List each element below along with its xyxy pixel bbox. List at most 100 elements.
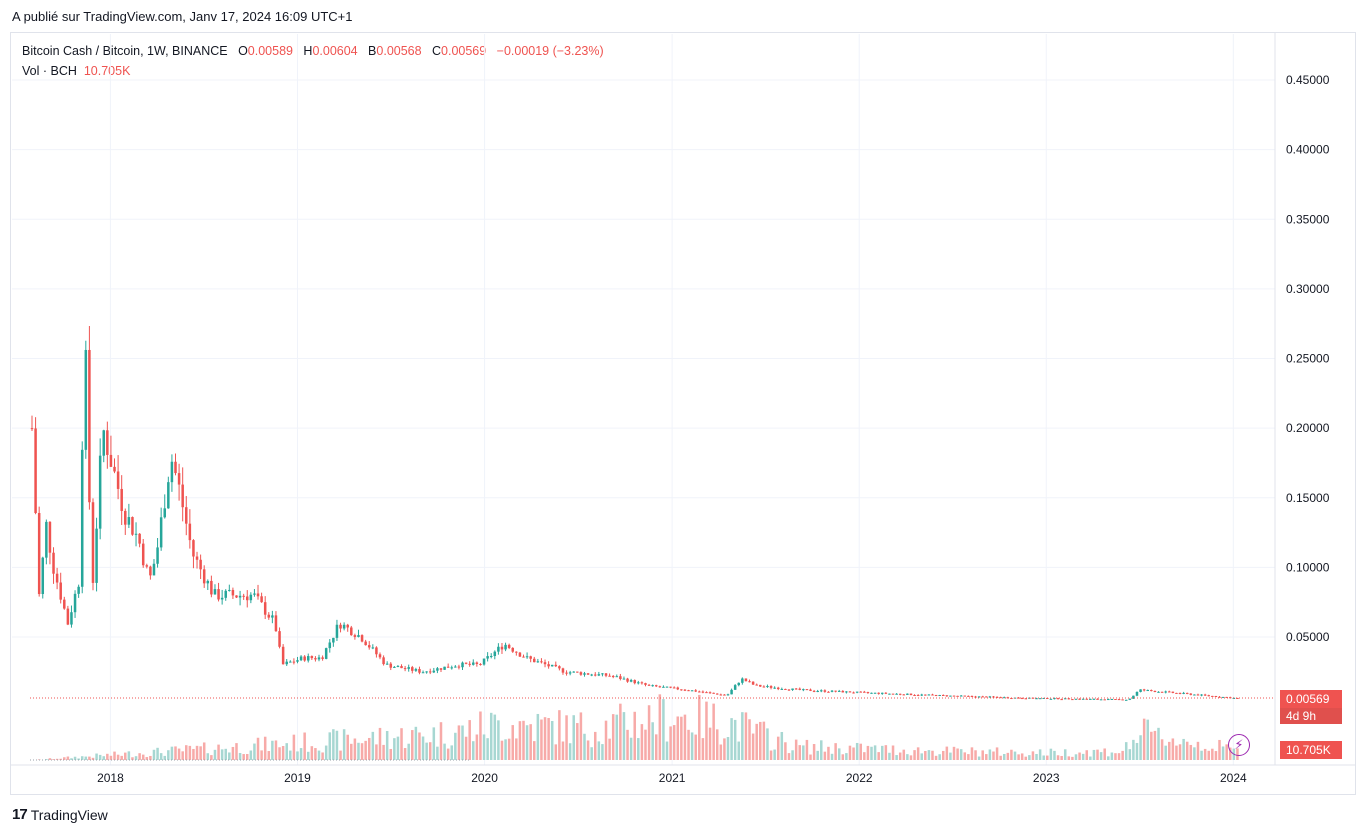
volume-bar bbox=[439, 722, 443, 760]
volume-bar bbox=[881, 745, 884, 760]
volume-bar bbox=[400, 728, 403, 760]
volume-bar bbox=[672, 725, 676, 760]
volume-bar bbox=[1153, 730, 1157, 760]
volume-bar bbox=[906, 754, 909, 760]
candle-body bbox=[1081, 698, 1085, 700]
candle-body bbox=[500, 646, 504, 650]
volume-bar bbox=[597, 741, 601, 760]
volume-bar bbox=[1067, 756, 1071, 760]
candle-body bbox=[515, 651, 518, 653]
candle-body bbox=[970, 696, 974, 698]
lightning-icon[interactable]: ⚡ bbox=[1228, 734, 1250, 756]
volume-bar bbox=[608, 738, 611, 760]
volume-bar bbox=[949, 752, 952, 760]
candle-body bbox=[590, 674, 593, 676]
volume-bar bbox=[350, 743, 353, 760]
candle-body bbox=[1139, 689, 1142, 692]
volume-bar bbox=[493, 714, 497, 760]
candle-body bbox=[615, 676, 619, 678]
volume-bar bbox=[787, 753, 791, 760]
candle-body bbox=[611, 676, 615, 678]
volume-bar bbox=[1185, 741, 1189, 760]
tradingview-logo-icon: 17 bbox=[12, 806, 28, 823]
candle-body bbox=[425, 671, 428, 673]
candle-body bbox=[909, 693, 913, 696]
candle-body bbox=[533, 658, 536, 663]
high-label: H bbox=[303, 44, 313, 58]
volume-bar bbox=[188, 745, 192, 760]
volume-bar bbox=[1128, 749, 1132, 760]
volume-bar bbox=[593, 731, 597, 760]
volume-bar bbox=[888, 752, 891, 760]
volume-bar bbox=[938, 754, 941, 760]
volume-bar bbox=[98, 754, 102, 760]
volume-label[interactable]: Vol · BCH bbox=[22, 64, 77, 78]
candle-body bbox=[260, 596, 263, 603]
volume-bar bbox=[1168, 741, 1171, 760]
candle-body bbox=[45, 521, 48, 558]
candle-body bbox=[217, 589, 220, 600]
candle-body bbox=[1020, 698, 1024, 700]
candle-body bbox=[396, 666, 400, 668]
time-tick-label: 2021 bbox=[659, 771, 686, 785]
volume-bar bbox=[705, 701, 708, 760]
volume-bar bbox=[683, 714, 687, 760]
volume-bar bbox=[913, 750, 916, 760]
volume-bar bbox=[217, 744, 220, 760]
candle-body bbox=[159, 517, 163, 548]
candle-body bbox=[210, 580, 213, 595]
candle-body bbox=[120, 488, 123, 511]
volume-bar bbox=[1175, 745, 1178, 760]
volume-bar bbox=[891, 745, 895, 760]
volume-bar bbox=[1081, 753, 1085, 760]
candle-body bbox=[977, 696, 981, 698]
candle-body bbox=[274, 615, 278, 632]
candle-body bbox=[192, 540, 195, 557]
candle-body bbox=[698, 691, 701, 693]
volume-bar bbox=[863, 752, 866, 760]
candle-body bbox=[784, 688, 787, 690]
candle-body bbox=[450, 667, 454, 669]
candle-body bbox=[1150, 690, 1153, 692]
volume-bar bbox=[332, 729, 335, 760]
candle-body bbox=[802, 689, 805, 691]
volume-bar bbox=[228, 752, 231, 760]
volume-bar bbox=[533, 741, 536, 760]
candle-body bbox=[206, 580, 210, 584]
volume-bar bbox=[820, 740, 823, 760]
volume-bar bbox=[249, 750, 253, 760]
volume-bar bbox=[324, 745, 328, 760]
volume-bar bbox=[479, 711, 482, 760]
candle-body bbox=[213, 589, 217, 595]
volume-bar bbox=[342, 729, 346, 760]
volume-bar bbox=[1063, 749, 1067, 760]
volume-bar bbox=[238, 752, 242, 760]
candle-body bbox=[511, 647, 514, 652]
candle-body bbox=[357, 635, 360, 637]
volume-bar bbox=[507, 738, 511, 760]
symbol-name[interactable]: Bitcoin Cash / Bitcoin, 1W, BINANCE bbox=[22, 44, 228, 58]
volume-bar bbox=[267, 751, 271, 760]
volume-bar bbox=[109, 755, 113, 760]
volume-bar bbox=[1002, 754, 1006, 760]
price-tick-label: 0.45000 bbox=[1286, 73, 1330, 87]
volume-bar bbox=[959, 749, 963, 760]
candle-body bbox=[41, 557, 45, 595]
volume-bar bbox=[676, 716, 680, 760]
volume-bar bbox=[181, 751, 184, 760]
candle-body bbox=[705, 692, 708, 694]
volume-bar bbox=[1139, 735, 1142, 760]
volume-bar bbox=[579, 712, 583, 760]
candle-body bbox=[1218, 696, 1221, 698]
volume-bar bbox=[701, 738, 705, 760]
volume-bar bbox=[970, 747, 974, 760]
volume-bar bbox=[256, 737, 260, 760]
candle-body bbox=[66, 608, 70, 625]
candle-body bbox=[1035, 698, 1038, 700]
candle-body bbox=[454, 666, 457, 668]
volume-legend: Vol · BCH 10.705K bbox=[22, 64, 130, 78]
candle-body bbox=[113, 466, 116, 472]
candle-body bbox=[558, 666, 561, 669]
candle-body bbox=[963, 695, 967, 697]
